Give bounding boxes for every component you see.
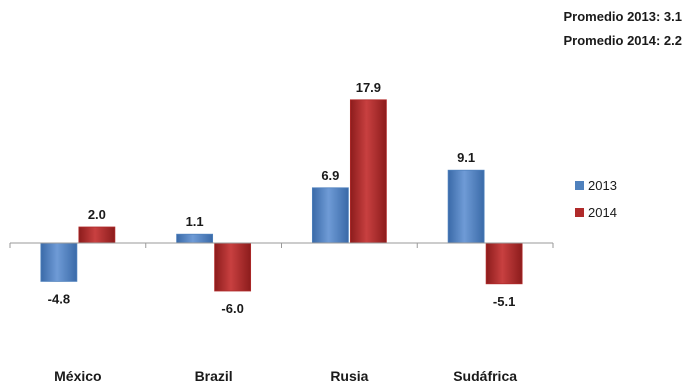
- data-label: 1.1: [186, 214, 204, 229]
- data-label: -5.1: [493, 294, 515, 309]
- bar-2014-méxico: [78, 226, 116, 244]
- average-2013-text: Promedio 2013: 3.1: [563, 9, 683, 24]
- bar-2014-brazil: [214, 242, 252, 292]
- legend-item-2013: 2013: [575, 178, 617, 193]
- data-label: 2.0: [88, 207, 106, 222]
- bar-2013-méxico: [40, 242, 78, 282]
- x-axis-ticks: [9, 243, 554, 248]
- category-labels-group: México Brazil Rusia Sudáfrica: [54, 368, 517, 384]
- data-labels-group: -4.8 2.0 1.1 -6.0 6.9 17.9 9.1 -5.1: [48, 80, 516, 316]
- legend-label-2013: 2013: [588, 178, 617, 193]
- category-label: Sudáfrica: [453, 368, 517, 384]
- category-label: Brazil: [195, 368, 233, 384]
- legend-item-2014: 2014: [575, 205, 617, 220]
- category-label: México: [54, 368, 101, 384]
- data-label: -4.8: [48, 291, 70, 306]
- bar-2013-sudáfrica: [447, 169, 485, 244]
- data-label: 17.9: [356, 80, 381, 95]
- bar-2014-rusia: [349, 99, 387, 244]
- data-label: 6.9: [321, 168, 339, 183]
- data-label: -6.0: [221, 301, 243, 316]
- average-2014-text: Promedio 2014: 2.2: [563, 33, 683, 48]
- bar-2013-rusia: [311, 187, 349, 244]
- bar-2013-brazil: [176, 233, 214, 244]
- bar-2014-sudáfrica: [485, 242, 523, 285]
- legend-label-2014: 2014: [588, 205, 617, 220]
- data-label: 9.1: [457, 150, 475, 165]
- legend-swatch-2014: [575, 208, 584, 217]
- bars-group: [40, 99, 523, 292]
- legend-swatch-2013: [575, 181, 584, 190]
- category-label: Rusia: [330, 368, 368, 384]
